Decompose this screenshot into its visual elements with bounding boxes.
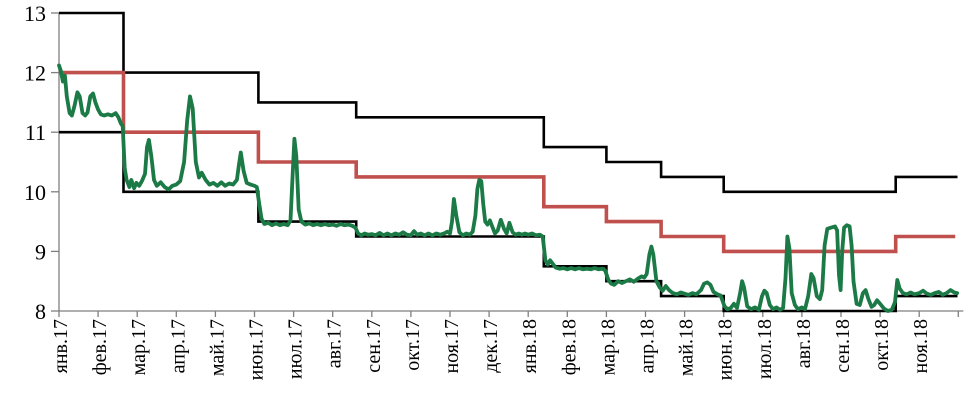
x-axis-tick-label: ноя.18	[910, 319, 932, 374]
y-axis-tick-label: 13	[24, 1, 46, 26]
x-axis-tick-label: июн.18	[715, 319, 737, 380]
series-lower-black-step	[59, 130, 958, 313]
series-green-line	[57, 63, 959, 313]
x-axis-tick-label: янв.17	[50, 319, 72, 373]
y-axis-tick-label: 11	[25, 120, 46, 145]
x-axis-tick-label: дек.17	[480, 319, 502, 373]
x-axis-tick-label: фев.17	[89, 319, 111, 375]
x-axis-tick-label: окт.18	[871, 319, 893, 371]
x-axis-tick-label: май.17	[206, 319, 228, 376]
x-axis-tick-label: май.18	[676, 319, 698, 376]
x-axis-tick-label: янв.18	[519, 319, 541, 373]
x-axis-tick-label: июн.17	[246, 319, 268, 380]
y-axis-tick-label: 9	[35, 239, 46, 264]
y-axis-tick-label: 10	[24, 180, 46, 205]
x-axis-tick-label: июл.17	[285, 319, 307, 379]
x-axis-tick-label: мар.18	[597, 319, 619, 375]
x-axis-tick-label: сен.17	[363, 319, 385, 373]
x-axis-tick-label: авг.17	[324, 319, 346, 368]
x-axis-tick-label: сен.18	[832, 319, 854, 373]
x-axis-tick-label: апр.18	[637, 319, 659, 373]
x-axis-tick-label: окт.17	[402, 319, 424, 371]
x-axis-tick-label: мар.17	[128, 319, 150, 375]
x-axis-tick-label: июл.18	[754, 319, 776, 379]
series-upper-black-step	[59, 11, 958, 194]
series-red-step	[59, 70, 956, 254]
y-axis-tick-label: 12	[24, 61, 46, 86]
x-axis-tick-label: апр.17	[167, 319, 189, 373]
x-axis-tick-label: ноя.17	[441, 319, 463, 374]
x-axis-tick-label: фев.18	[558, 319, 580, 375]
y-axis-tick-label: 8	[35, 299, 46, 324]
x-axis-tick-label: авг.18	[793, 319, 815, 368]
